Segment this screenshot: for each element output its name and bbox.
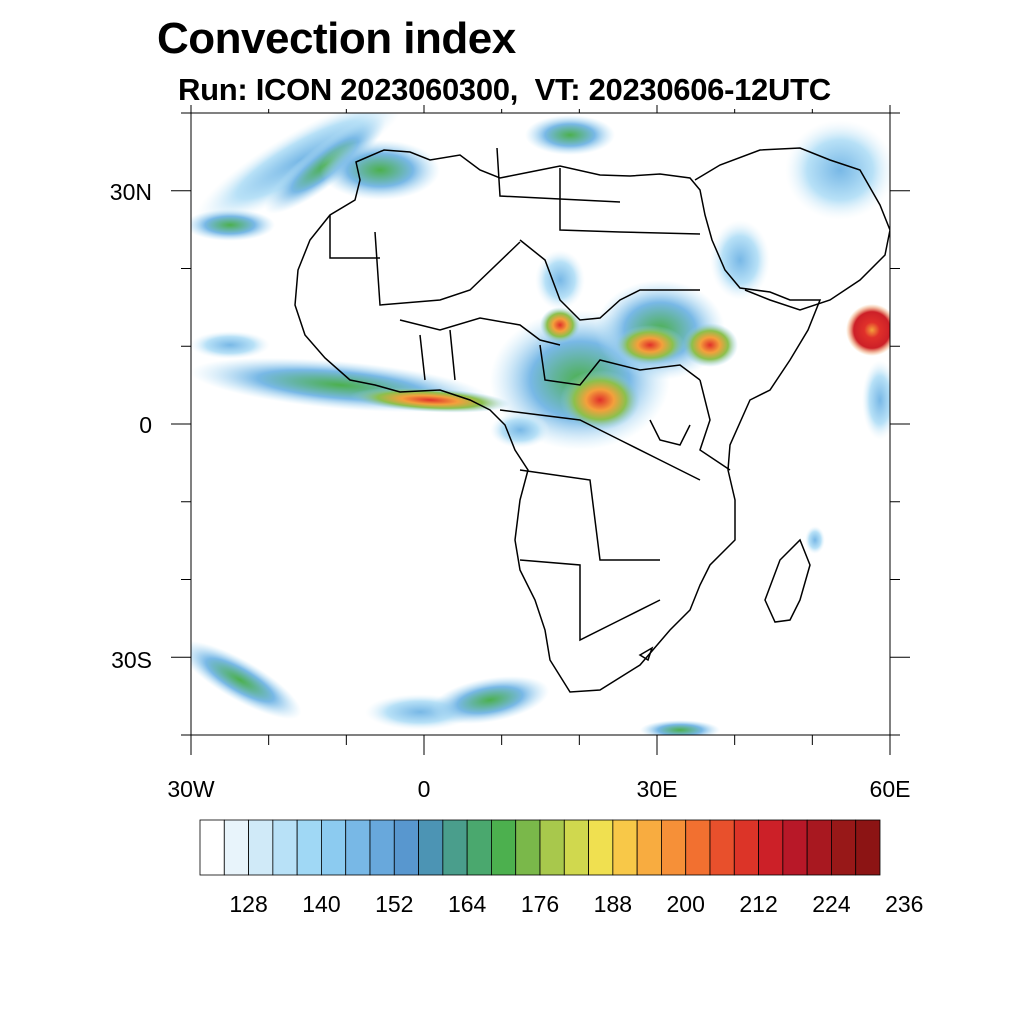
colorbar-swatch xyxy=(831,819,857,876)
colorbar-tick-label: 176 xyxy=(521,891,559,917)
colorbar-swatch xyxy=(588,819,614,876)
colorbar-swatch xyxy=(782,819,808,876)
lon-label-30e: 30E xyxy=(637,776,678,802)
colorbar-swatch xyxy=(636,819,662,876)
colorbar-swatch xyxy=(806,819,832,876)
lat-label-30s: 30S xyxy=(111,647,152,673)
colorbar-swatch xyxy=(248,819,274,876)
colorbar-swatch xyxy=(272,819,298,876)
colorbar-swatch xyxy=(661,819,687,876)
colorbar-swatch xyxy=(612,819,638,876)
colorbar-tick-label: 164 xyxy=(448,891,487,917)
coastlines xyxy=(294,147,890,693)
colorbar-swatch xyxy=(685,819,711,876)
lat-label-0: 0 xyxy=(139,412,152,438)
colorbar-swatch xyxy=(321,819,347,876)
colorbar-tick-label: 212 xyxy=(739,891,777,917)
colorbar-swatch xyxy=(296,819,322,876)
colorbar-tick-label: 140 xyxy=(302,891,340,917)
map-subtitle: Run: ICON 2023060300, VT: 20230606-12UTC xyxy=(178,72,831,107)
map-title: Convection index xyxy=(157,14,516,63)
colorbar-swatch xyxy=(223,819,249,876)
colorbar-swatch xyxy=(345,819,371,876)
colorbar-tick-label: 236 xyxy=(885,891,923,917)
colorbar-swatch xyxy=(491,819,517,876)
colorbar-tick-labels: 128 140 152 164 176 188 200 212 224 236 xyxy=(229,891,923,917)
colorbar-swatch xyxy=(515,819,541,876)
colorbar-swatch xyxy=(442,819,468,876)
colorbar-swatch xyxy=(733,819,759,876)
lon-label-60e: 60E xyxy=(870,776,911,802)
colorbar-tick-label: 200 xyxy=(667,891,705,917)
colorbar-swatch xyxy=(758,819,784,876)
colorbar-swatch xyxy=(418,819,444,876)
colorbar-swatch xyxy=(199,819,225,876)
axis-ticks xyxy=(171,105,910,755)
colorbar-swatch xyxy=(539,819,565,876)
colorbar-swatch xyxy=(709,819,735,876)
colorbar-tick-label: 224 xyxy=(812,891,851,917)
colorbar-tick-label: 128 xyxy=(229,891,267,917)
lat-label-30n: 30N xyxy=(110,179,152,205)
colorbar-swatch xyxy=(466,819,492,876)
lon-label-30w: 30W xyxy=(167,776,215,802)
colorbar-swatch xyxy=(855,819,881,876)
colorbar xyxy=(199,819,881,876)
colorbar-swatch xyxy=(369,819,395,876)
lon-label-0: 0 xyxy=(418,776,431,802)
colorbar-tick-label: 188 xyxy=(594,891,632,917)
colorbar-tick-label: 152 xyxy=(375,891,413,917)
colorbar-swatch xyxy=(393,819,419,876)
colorbar-swatch xyxy=(563,819,589,876)
